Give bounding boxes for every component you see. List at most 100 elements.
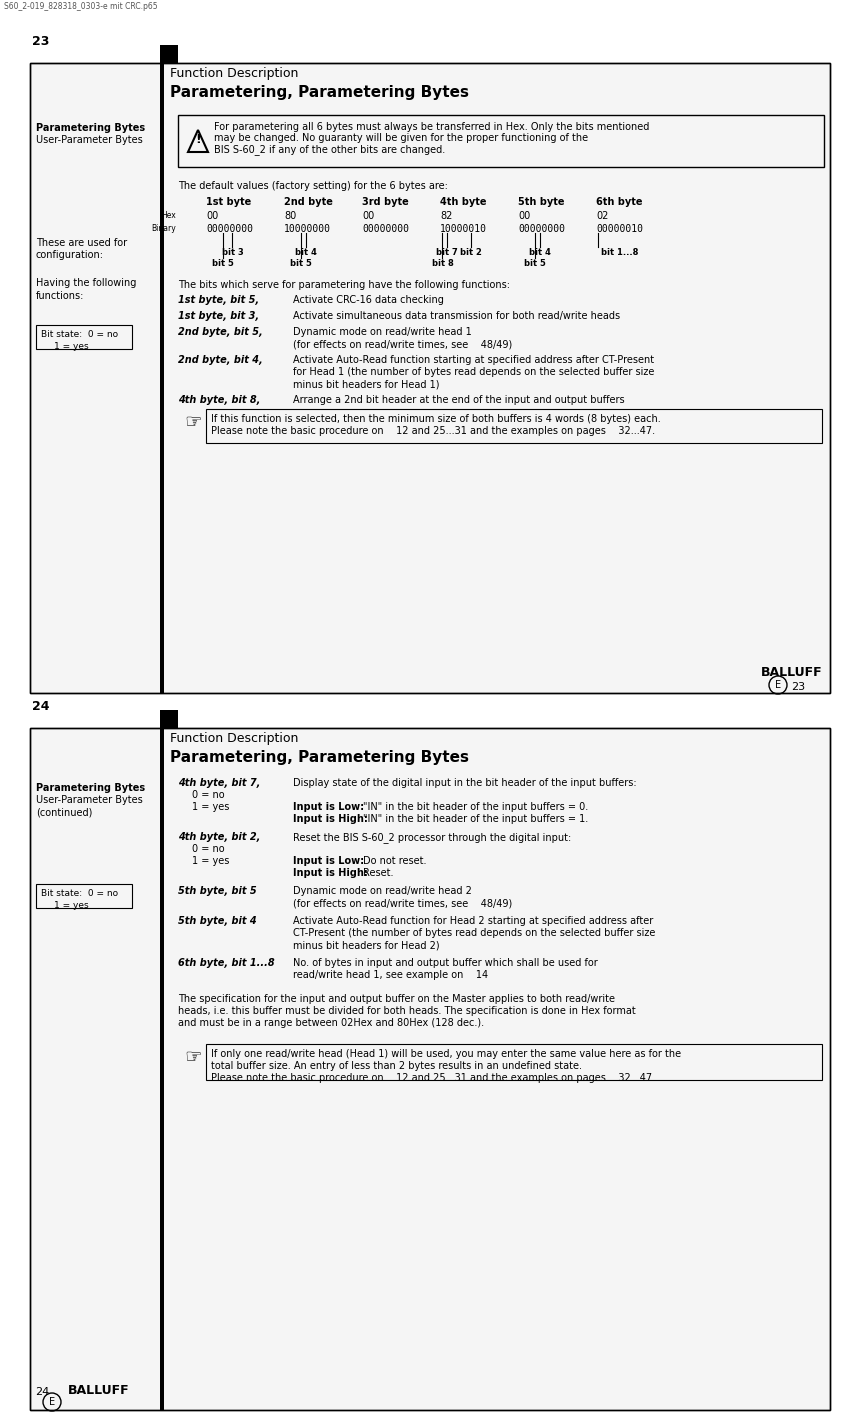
Text: Parametering Bytes: Parametering Bytes xyxy=(36,123,146,133)
Text: 4th byte, bit 2,: 4th byte, bit 2, xyxy=(178,833,260,843)
Bar xyxy=(30,63,830,693)
Text: If only one read/write head (Head 1) will be used, you may enter the same value : If only one read/write head (Head 1) wil… xyxy=(211,1050,681,1060)
Text: functions:: functions: xyxy=(36,291,84,301)
Text: Activate CRC-16 data checking: Activate CRC-16 data checking xyxy=(293,296,444,306)
Text: bit 7: bit 7 xyxy=(437,248,458,257)
Text: Please note the basic procedure on    12 and 25...31 and the examples on pages  : Please note the basic procedure on 12 an… xyxy=(211,426,655,436)
Text: CT-Present (the number of bytes read depends on the selected buffer size: CT-Present (the number of bytes read dep… xyxy=(293,928,655,938)
Text: 2nd byte, bit 5,: 2nd byte, bit 5, xyxy=(178,327,263,337)
Text: ☞: ☞ xyxy=(184,413,201,433)
Bar xyxy=(30,63,830,693)
Text: Bit state:  0 = no: Bit state: 0 = no xyxy=(41,890,118,898)
Text: bit 5: bit 5 xyxy=(290,258,312,268)
Text: 6th byte, bit 1...8: 6th byte, bit 1...8 xyxy=(178,958,275,968)
Text: Function Description: Function Description xyxy=(170,733,299,745)
Text: bit 2: bit 2 xyxy=(461,248,482,257)
Text: 5th byte, bit 5: 5th byte, bit 5 xyxy=(178,885,257,895)
Text: Input is Low:: Input is Low: xyxy=(293,803,364,813)
Text: 00: 00 xyxy=(206,211,218,221)
Text: 00000000: 00000000 xyxy=(518,224,565,234)
Text: bit 4: bit 4 xyxy=(529,248,550,257)
Text: total buffer size. An entry of less than 2 bytes results in an undefined state.: total buffer size. An entry of less than… xyxy=(211,1061,582,1071)
Text: (continued): (continued) xyxy=(36,807,92,817)
Text: 0 = no: 0 = no xyxy=(192,844,225,854)
Text: 82: 82 xyxy=(440,211,452,221)
Text: These are used for: These are used for xyxy=(36,238,127,248)
Text: 4th byte: 4th byte xyxy=(440,197,486,207)
Text: No. of bytes in input and output buffer which shall be used for: No. of bytes in input and output buffer … xyxy=(293,958,598,968)
Bar xyxy=(160,63,164,693)
Bar xyxy=(178,116,824,167)
Text: heads, i.e. this buffer must be divided for both heads. The specification is don: heads, i.e. this buffer must be divided … xyxy=(178,1005,635,1015)
Text: ☞: ☞ xyxy=(184,1048,201,1067)
Text: Activate Auto-Read function starting at specified address after CT-Present: Activate Auto-Read function starting at … xyxy=(293,356,654,366)
Bar xyxy=(160,710,178,728)
Bar xyxy=(36,884,132,908)
Text: S60_2-019_828318_0303-e mit CRC.p65: S60_2-019_828318_0303-e mit CRC.p65 xyxy=(4,1,158,11)
Text: Input is High:: Input is High: xyxy=(293,814,368,824)
Text: 1 = yes: 1 = yes xyxy=(54,341,89,351)
Text: BALLUFF: BALLUFF xyxy=(68,1384,130,1397)
Text: 02: 02 xyxy=(596,211,609,221)
Text: Having the following: Having the following xyxy=(36,278,136,288)
Bar xyxy=(30,728,830,1409)
Text: 00000010: 00000010 xyxy=(596,224,643,234)
Text: 00000000: 00000000 xyxy=(362,224,409,234)
Text: Binary: Binary xyxy=(151,224,176,233)
Text: bit 8: bit 8 xyxy=(431,258,453,268)
Text: (for effects on read/write times, see    48/49): (for effects on read/write times, see 48… xyxy=(293,338,512,348)
Text: (for effects on read/write times, see    48/49): (for effects on read/write times, see 48… xyxy=(293,898,512,908)
Text: BALLUFF: BALLUFF xyxy=(760,665,822,678)
Text: 1st byte: 1st byte xyxy=(206,197,251,207)
Text: Please note the basic procedure on    12 and 25...31 and the examples on pages  : Please note the basic procedure on 12 an… xyxy=(211,1072,655,1082)
Text: and must be in a range between 02Hex and 80Hex (128 dec.).: and must be in a range between 02Hex and… xyxy=(178,1018,484,1028)
Text: User-Parameter Bytes: User-Parameter Bytes xyxy=(36,795,143,805)
Bar xyxy=(30,728,830,1409)
Text: Activate simultaneous data transmission for both read/write heads: Activate simultaneous data transmission … xyxy=(293,311,620,321)
Text: Dynamic mode on read/write head 2: Dynamic mode on read/write head 2 xyxy=(293,885,472,895)
Text: Parametering, Parametering Bytes: Parametering, Parametering Bytes xyxy=(170,750,469,765)
Text: bit 5: bit 5 xyxy=(212,258,233,268)
Text: E: E xyxy=(775,680,781,690)
Text: Display state of the digital input in the bit header of the input buffers:: Display state of the digital input in th… xyxy=(293,778,636,788)
Text: read/write head 1, see example on    14: read/write head 1, see example on 14 xyxy=(293,970,488,980)
Text: 23: 23 xyxy=(791,683,805,693)
Text: Hex: Hex xyxy=(161,211,176,220)
Text: 23: 23 xyxy=(32,36,49,49)
Text: 00: 00 xyxy=(362,211,375,221)
Text: 4th byte, bit 8,: 4th byte, bit 8, xyxy=(178,396,260,406)
Text: !: ! xyxy=(195,133,201,146)
Text: 24: 24 xyxy=(35,1387,49,1397)
Text: 0 = no: 0 = no xyxy=(192,790,225,800)
Text: Input is High:: Input is High: xyxy=(293,868,368,878)
Text: bit 4: bit 4 xyxy=(294,248,317,257)
Text: 10000010: 10000010 xyxy=(440,224,487,234)
Text: 1 = yes: 1 = yes xyxy=(192,803,229,813)
Text: 6th byte: 6th byte xyxy=(596,197,642,207)
Text: 4th byte, bit 7,: 4th byte, bit 7, xyxy=(178,778,260,788)
Text: Parametering Bytes: Parametering Bytes xyxy=(36,783,146,793)
Text: 3rd byte: 3rd byte xyxy=(362,197,409,207)
Text: 5th byte, bit 4: 5th byte, bit 4 xyxy=(178,915,257,925)
Text: BIS S-60_2 if any of the other bits are changed.: BIS S-60_2 if any of the other bits are … xyxy=(214,144,445,154)
Text: 00: 00 xyxy=(518,211,530,221)
Bar xyxy=(160,46,178,63)
Text: "IN" in the bit header of the input buffers = 1.: "IN" in the bit header of the input buff… xyxy=(363,814,588,824)
Text: Do not reset.: Do not reset. xyxy=(363,855,426,865)
Text: for Head 1 (the number of bytes read depends on the selected buffer size: for Head 1 (the number of bytes read dep… xyxy=(293,367,654,377)
Bar xyxy=(206,1044,822,1080)
Text: Dynamic mode on read/write head 1: Dynamic mode on read/write head 1 xyxy=(293,327,472,337)
Text: Reset the BIS S-60_2 processor through the digital input:: Reset the BIS S-60_2 processor through t… xyxy=(293,833,571,843)
Text: Function Description: Function Description xyxy=(170,67,299,80)
Text: 1st byte, bit 3,: 1st byte, bit 3, xyxy=(178,311,259,321)
Text: 1 = yes: 1 = yes xyxy=(192,855,229,865)
Text: Reset.: Reset. xyxy=(363,868,393,878)
Text: Bit state:  0 = no: Bit state: 0 = no xyxy=(41,330,118,338)
Text: Parametering, Parametering Bytes: Parametering, Parametering Bytes xyxy=(170,86,469,100)
Text: 80: 80 xyxy=(284,211,296,221)
Text: bit 1...8: bit 1...8 xyxy=(601,248,639,257)
Text: configuration:: configuration: xyxy=(36,250,104,260)
Text: Activate Auto-Read function for Head 2 starting at specified address after: Activate Auto-Read function for Head 2 s… xyxy=(293,915,653,925)
Text: If this function is selected, then the minimum size of both buffers is 4 words (: If this function is selected, then the m… xyxy=(211,414,660,424)
Text: Arrange a 2nd bit header at the end of the input and output buffers: Arrange a 2nd bit header at the end of t… xyxy=(293,396,624,406)
